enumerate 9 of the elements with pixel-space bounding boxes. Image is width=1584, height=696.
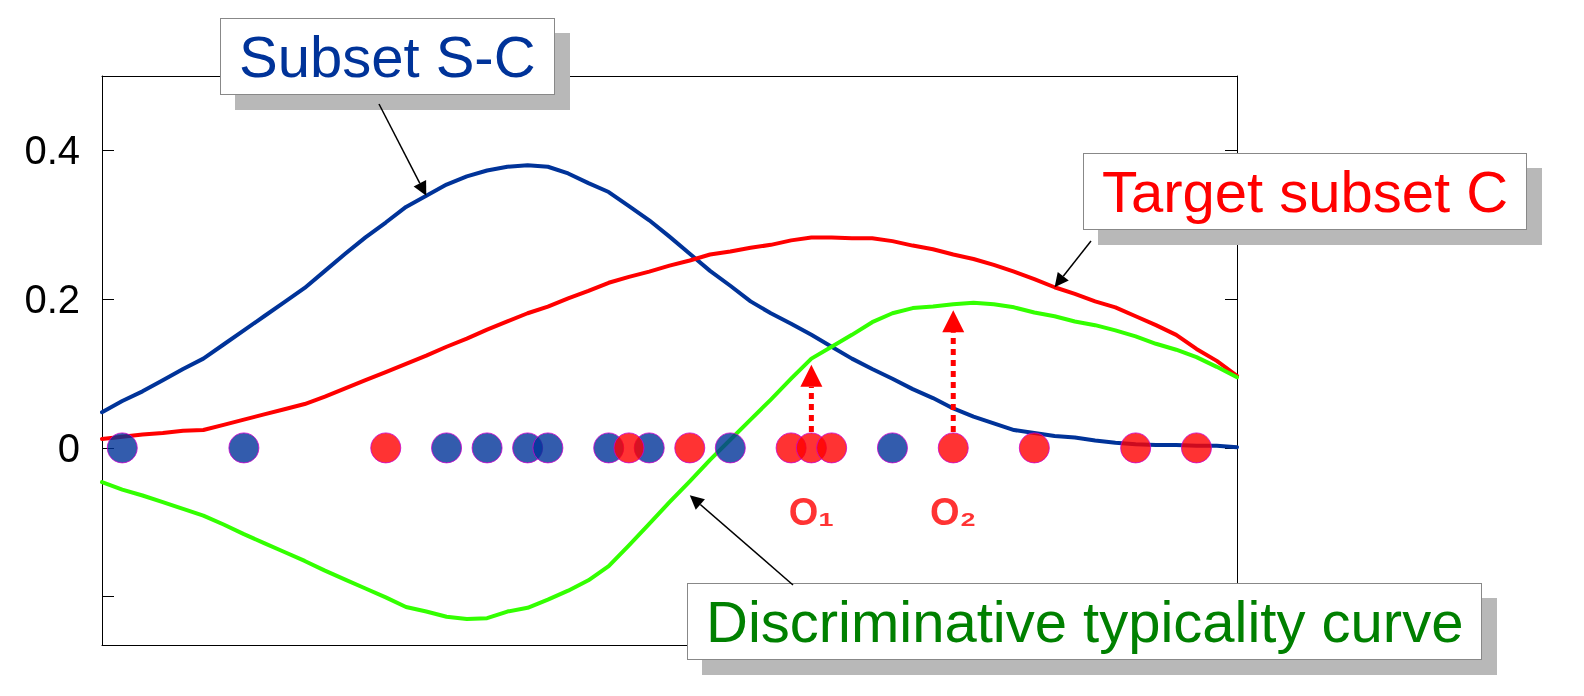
data-label: O₁ [788, 491, 835, 534]
data-label: O₂ [930, 491, 977, 534]
y-tick-label: 0.4 [24, 128, 80, 173]
y-tick-label: 0 [57, 425, 80, 470]
line-series [100, 235, 1239, 441]
series-label: Subset S-C [220, 18, 555, 95]
series-label: Discriminative typicality curve [687, 583, 1483, 660]
series-label: Target subset C [1083, 153, 1528, 230]
y-tick-label: 0.2 [24, 277, 80, 322]
